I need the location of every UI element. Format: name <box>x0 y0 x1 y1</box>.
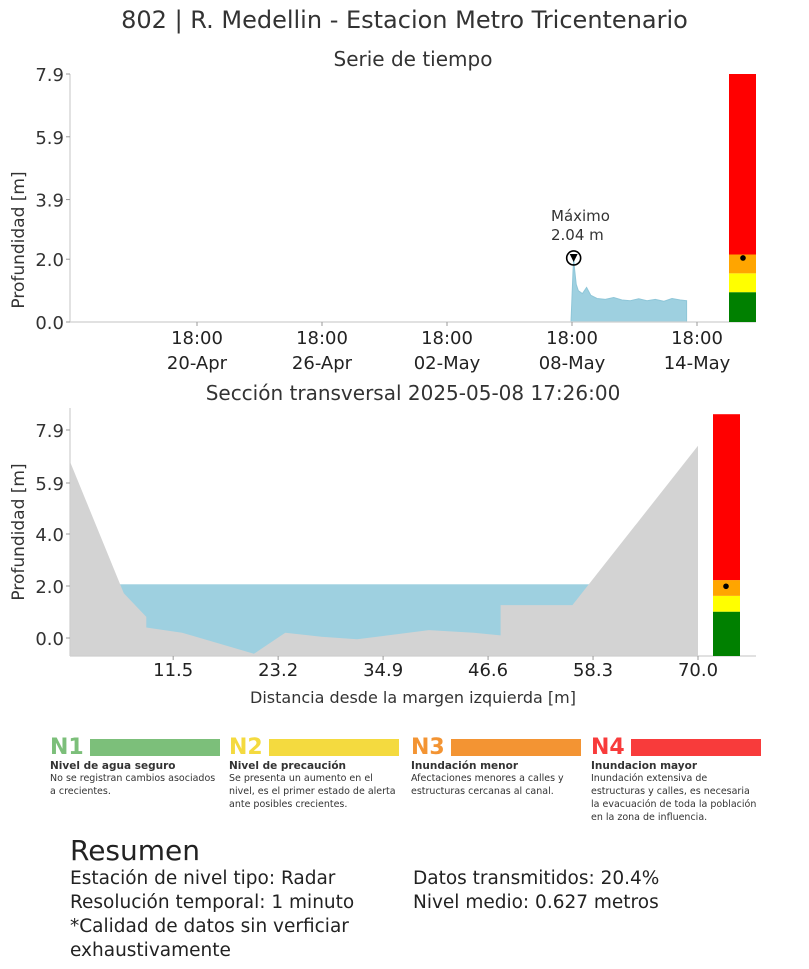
time-series-xtick-time: 18:00 <box>546 328 598 349</box>
level-bar-segment <box>713 611 740 656</box>
time-series-ytick-label: 5.9 <box>35 128 64 149</box>
current-level-dot <box>740 255 746 261</box>
time-series-level-bar <box>729 74 756 322</box>
ground-profile <box>70 445 698 657</box>
legend-name: Nivel de agua seguro <box>50 760 176 772</box>
page-title: 802 | R. Medellin - Estacion Metro Trice… <box>121 6 688 34</box>
time-series-xtick-date: 14-May <box>664 353 731 374</box>
legend-desc: Inundación extensiva de estructuras y ca… <box>591 773 757 823</box>
legend-desc: Afectaciones menores a calles y estructu… <box>411 773 564 797</box>
level-bar-segment <box>713 414 740 581</box>
legend-color-bar <box>90 738 220 756</box>
legend-item-n3: N3 Inundación menor Afectaciones menores… <box>411 734 581 798</box>
current-level-dot <box>723 583 729 590</box>
cross-section-chart: Sección transversal 2025-05-08 17:26:00 … <box>9 381 756 707</box>
time-series-xtick-date: 02-May <box>414 353 481 374</box>
cross-section-ytick-label: 4.0 <box>35 525 64 546</box>
time-series-title: Serie de tiempo <box>334 47 493 71</box>
summary-section: Resumen Estación de nivel tipo: Radar Re… <box>70 834 790 963</box>
legend-item-n1: N1 Nivel de agua seguro No se registran … <box>50 734 220 798</box>
time-series-chart: Serie de tiempo Profundidad [m] 0.0 2.0 3.… <box>9 47 756 374</box>
time-series-xticks: 18:00 20-Apr 18:00 26-Apr 18:00 02-May 18:00 08… <box>167 322 731 374</box>
time-series-ytick-label: 2.0 <box>35 250 64 271</box>
legend-item-n2: N2 Nivel de precaución Se presenta un au… <box>229 734 399 811</box>
time-series-ylabel: Profundidad [m] <box>9 171 29 308</box>
max-annotation-label: Máximo <box>551 207 610 225</box>
legend-color-bar <box>451 738 581 756</box>
legend-desc: Se presenta un aumento en el nivel, es e… <box>229 773 396 810</box>
level-bar-segment <box>729 74 756 255</box>
level-bar-segment <box>729 273 756 293</box>
time-series-axes <box>69 74 756 323</box>
legend-code: N2 <box>229 734 263 760</box>
level-bar-segment <box>729 292 756 322</box>
cross-section-xtick-label: 58.3 <box>573 660 613 681</box>
level-bar-segment <box>729 254 756 274</box>
summary-line: Resolución temporal: 1 minuto <box>70 892 355 913</box>
alert-level-legend: N1 Nivel de agua seguro No se registran … <box>0 734 809 834</box>
summary-line: Estación de nivel tipo: Radar <box>70 868 336 889</box>
legend-item-n4: N4 Inundacion mayor Inundación extensiva… <box>591 734 761 824</box>
max-annotation-value: 2.04 m <box>551 226 604 244</box>
cross-section-ytick-label: 2.0 <box>35 577 64 598</box>
cross-section-ytick-label: 5.9 <box>35 474 64 495</box>
time-series-xtick-date: 20-Apr <box>167 353 228 374</box>
cross-section-area-group <box>70 445 698 657</box>
legend-color-bar <box>631 738 761 756</box>
legend-code: N4 <box>591 734 625 760</box>
time-series-ytick-label: 7.9 <box>35 65 64 86</box>
time-series-xtick-date: 08-May <box>539 353 606 374</box>
time-series-xtick-time: 18:00 <box>421 328 473 349</box>
time-series-ytick-label: 0.0 <box>35 313 64 334</box>
max-marker-triangle <box>569 253 578 262</box>
cross-section-ytick-label: 0.0 <box>35 629 64 650</box>
cross-section-ylabel: Profundidad [m] <box>9 463 29 600</box>
legend-color-bar <box>269 738 399 756</box>
cross-section-xtick-label: 23.2 <box>258 660 298 681</box>
cross-section-level-bar <box>713 414 740 656</box>
time-series-area-group <box>570 257 688 323</box>
time-series-xtick-time: 18:00 <box>296 328 348 349</box>
summary-right-column: Datos transmitidos: 20.4% Nivel medio: 0… <box>413 867 659 963</box>
cross-section-xtick-label: 46.6 <box>468 660 508 681</box>
summary-line: Nivel medio: 0.627 metros <box>413 892 659 913</box>
summary-line: Datos transmitidos: 20.4% <box>413 868 660 889</box>
legend-code: N1 <box>50 734 84 760</box>
max-marker-circle <box>565 250 582 266</box>
legend-code: N3 <box>411 734 445 760</box>
cross-section-title: Sección transversal 2025-05-08 17:26:00 <box>206 381 621 405</box>
cross-section-axes <box>69 408 756 657</box>
legend-desc: No se registran cambios asociados a crec… <box>50 773 216 797</box>
cross-section-xlabel: Distancia desde la margen izquierda [m] <box>250 688 576 707</box>
level-bar-segment <box>713 595 740 612</box>
cross-section-xtick-label: 11.5 <box>153 660 193 681</box>
cross-section-yticks: 0.0 2.0 4.0 5.9 7.9 <box>35 421 70 650</box>
time-series-xtick-date: 26-Apr <box>292 353 353 374</box>
summary-line: *Calidad de datos sin verficiar exhausti… <box>70 916 349 961</box>
time-series-yticks: 0.0 2.0 3.9 5.9 7.9 <box>35 65 70 334</box>
legend-name: Nivel de precaución <box>229 760 347 772</box>
time-series-xtick-time: 18:00 <box>171 328 223 349</box>
cross-section-xticks: 11.5 23.2 34.9 46.6 58.3 70.0 <box>153 656 718 681</box>
legend-name: Inundación menor <box>411 760 519 772</box>
cross-section-ytick-label: 7.9 <box>35 421 64 442</box>
time-series-area <box>570 257 688 323</box>
cross-section-xtick-label: 34.9 <box>363 660 403 681</box>
summary-title: Resumen <box>70 834 201 867</box>
summary-left-column: Estación de nivel tipo: Radar Resolución… <box>70 867 413 963</box>
time-series-xtick-time: 18:00 <box>671 328 723 349</box>
cross-section-xtick-label: 70.0 <box>678 660 718 681</box>
time-series-ytick-label: 3.9 <box>35 191 64 212</box>
legend-name: Inundacion mayor <box>591 760 698 772</box>
